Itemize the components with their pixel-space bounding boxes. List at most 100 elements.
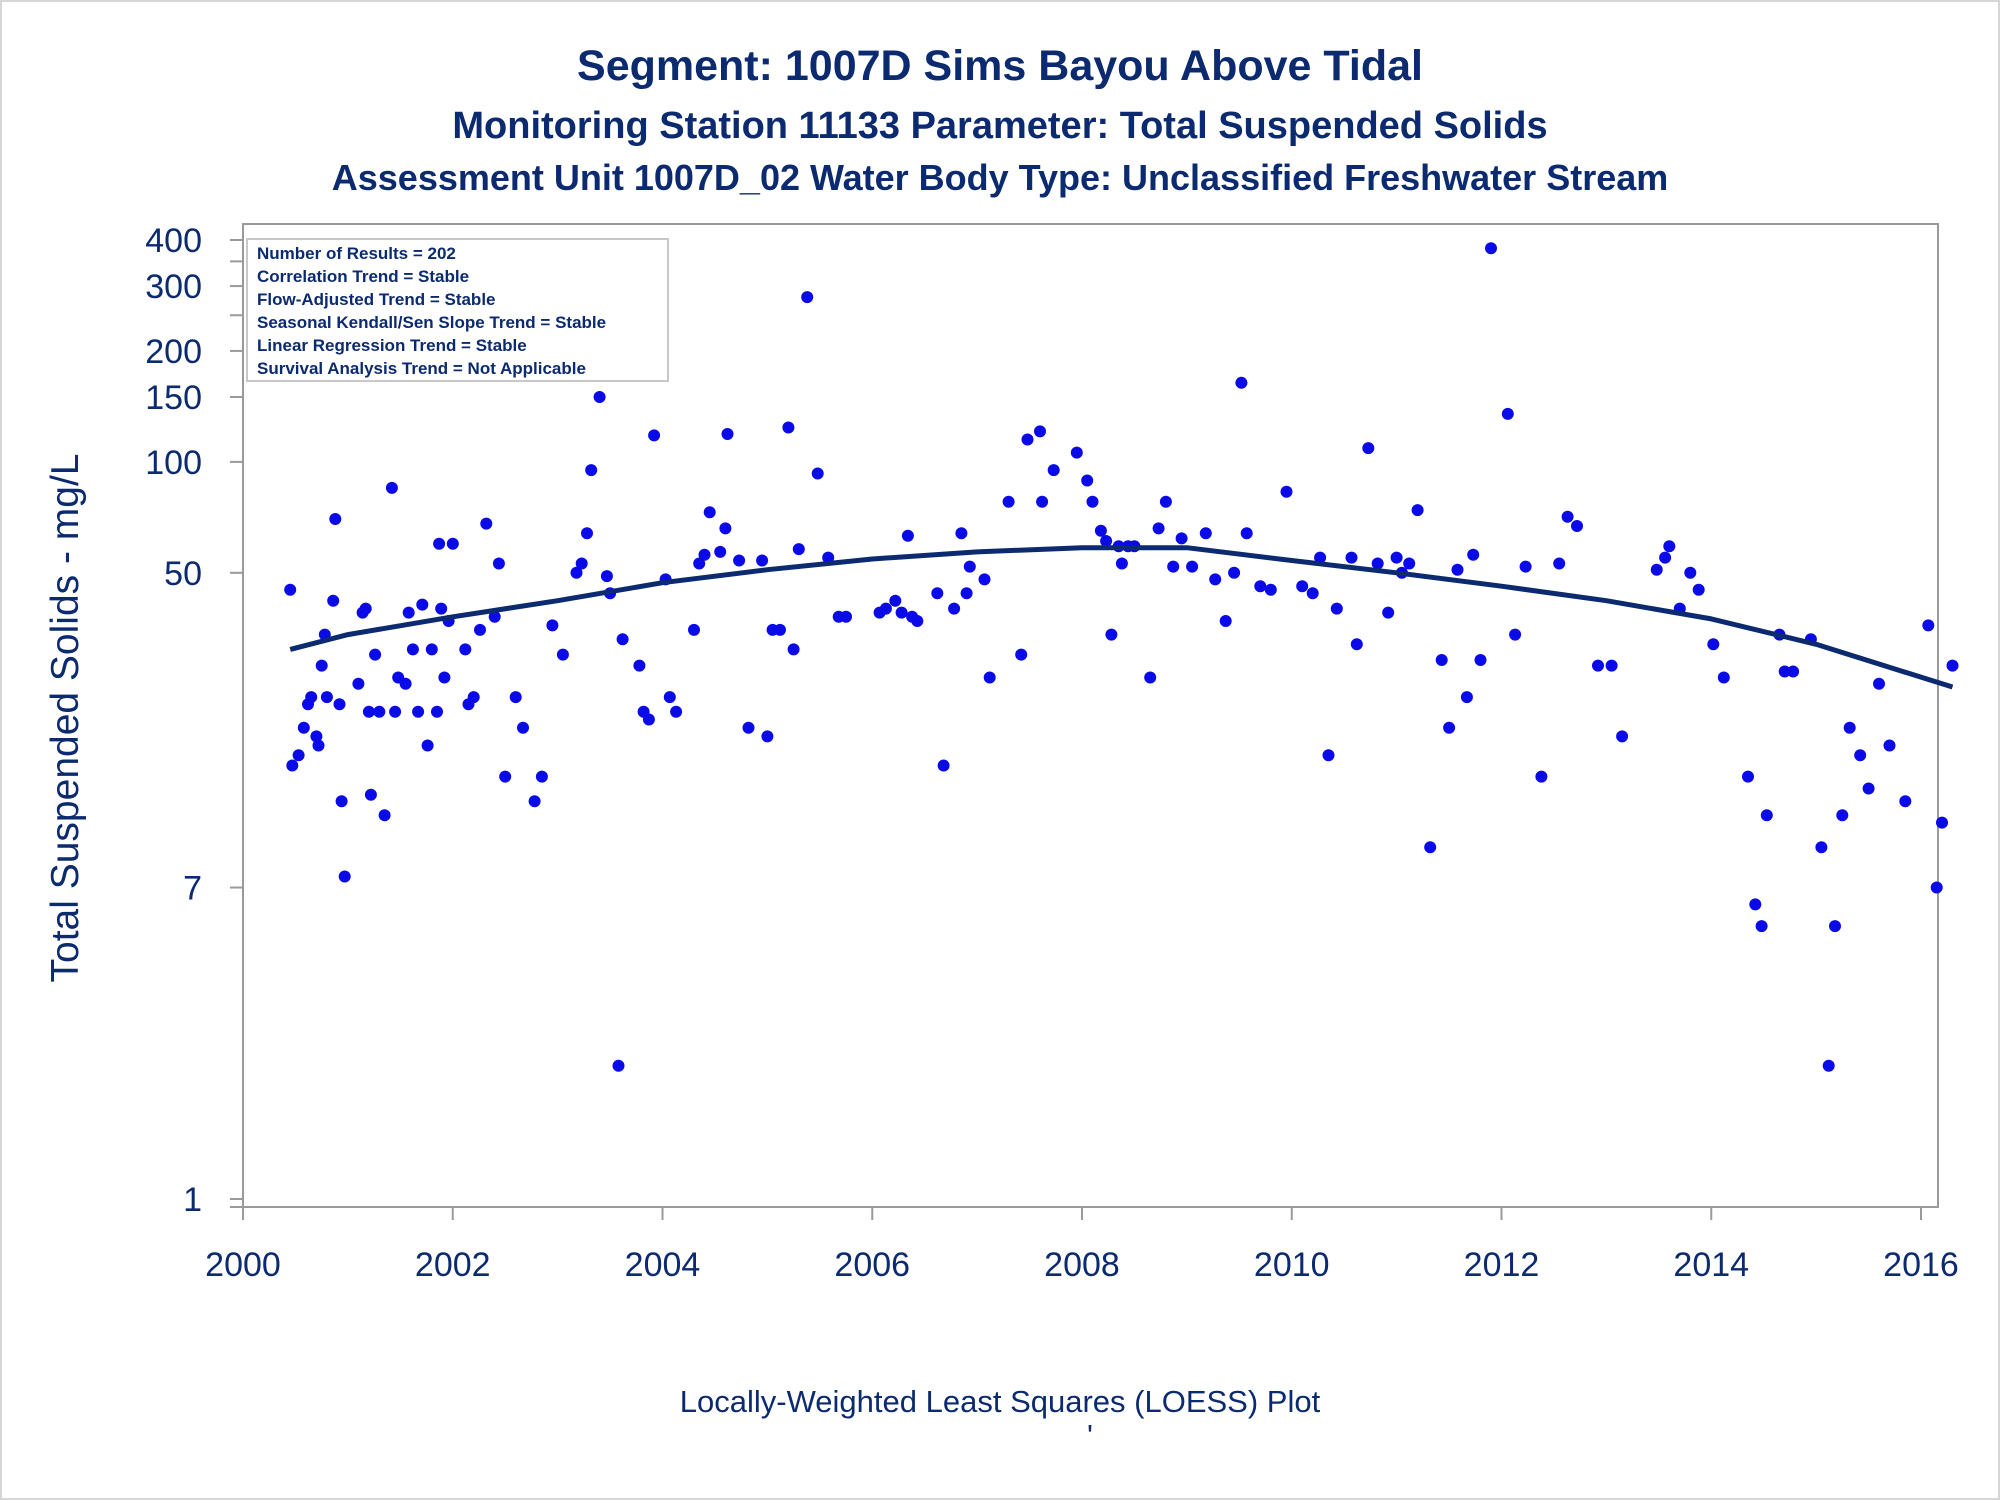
y-tick-label: 1 — [183, 1181, 202, 1219]
data-point — [1186, 560, 1199, 573]
chart-subtitle-2: Assessment Unit 1007D_02 Water Body Type… — [332, 157, 1669, 198]
data-point — [1787, 665, 1800, 678]
data-point — [1199, 527, 1212, 540]
data-point — [955, 527, 968, 540]
stat-seasonal-kendall-trend: Seasonal Kendall/Sen Slope Trend = Stabl… — [257, 313, 606, 332]
data-point — [1836, 809, 1849, 822]
data-point — [1411, 504, 1424, 517]
data-point — [1535, 770, 1548, 783]
data-point — [1862, 782, 1875, 795]
data-point — [1883, 739, 1896, 752]
y-axis-label: Total Suspended Solids - mg/L — [44, 454, 87, 983]
data-point — [352, 677, 365, 690]
data-point — [1571, 520, 1583, 532]
x-tick-label: 2008 — [1044, 1246, 1120, 1284]
stat-flow-adjusted-trend: Flow-Adjusted Trend = Stable — [257, 290, 496, 309]
data-point — [1086, 495, 1099, 508]
data-point — [1240, 527, 1253, 540]
footnote-mark: ' — [1087, 1418, 1093, 1453]
data-point — [648, 429, 661, 442]
x-tick-label: 2016 — [1883, 1246, 1959, 1284]
data-point — [1235, 376, 1248, 389]
data-point — [1873, 677, 1885, 690]
data-point — [937, 759, 950, 772]
data-point — [406, 643, 419, 656]
data-point — [633, 659, 646, 672]
data-point — [688, 623, 700, 636]
data-point — [840, 610, 852, 623]
data-point — [1760, 809, 1773, 822]
data-point — [474, 623, 486, 636]
chart-title: Segment: 1007D Sims Bayou Above Tidal — [577, 42, 1423, 90]
data-point — [297, 721, 310, 734]
data-point — [901, 529, 914, 542]
data-point — [286, 759, 299, 772]
data-point — [327, 594, 340, 607]
data-point — [1036, 495, 1049, 508]
data-point — [911, 615, 924, 627]
data-point — [1254, 580, 1267, 593]
data-point — [1175, 532, 1188, 545]
data-point — [1755, 920, 1768, 933]
data-point — [714, 545, 727, 558]
x-tick-label: 2004 — [625, 1246, 701, 1284]
data-point — [435, 602, 448, 615]
data-point — [1362, 442, 1375, 455]
data-point — [480, 517, 493, 530]
data-point — [1749, 898, 1762, 911]
data-point — [670, 705, 683, 718]
data-point — [1144, 671, 1157, 684]
data-point — [1070, 446, 1083, 459]
data-point — [963, 560, 976, 573]
data-point — [1296, 580, 1309, 593]
data-point — [1435, 654, 1448, 666]
data-point — [1778, 665, 1791, 678]
data-point — [1467, 548, 1480, 561]
stat-survival-analysis-trend: Survival Analysis Trend = Not Applicable — [257, 359, 586, 378]
data-point — [600, 570, 613, 583]
data-point — [642, 713, 655, 726]
data-point — [792, 543, 805, 556]
data-point — [1717, 671, 1730, 684]
data-point — [1424, 841, 1437, 854]
data-point — [616, 633, 629, 646]
data-point — [1742, 770, 1754, 783]
data-point — [581, 527, 593, 540]
data-point — [1219, 615, 1232, 627]
data-point — [1519, 560, 1532, 573]
chart-subtitle: Monitoring Station 11133 Parameter: Tota… — [452, 105, 1547, 147]
data-point — [1015, 648, 1028, 661]
data-point — [1616, 730, 1629, 743]
data-point — [756, 554, 769, 567]
data-point — [575, 557, 588, 570]
data-point — [499, 770, 512, 783]
data-point — [467, 691, 480, 704]
x-tick-label: 2010 — [1254, 1246, 1330, 1284]
data-point — [1264, 583, 1277, 596]
data-point — [1403, 557, 1416, 570]
data-point — [402, 606, 415, 619]
data-point — [1843, 721, 1856, 734]
x-tick-label: 2002 — [415, 1246, 491, 1284]
data-point — [1922, 619, 1935, 632]
data-point — [1034, 425, 1046, 438]
data-point — [889, 594, 902, 607]
stat-linear-regression-trend: Linear Regression Trend = Stable — [257, 336, 527, 355]
data-point — [1390, 551, 1403, 564]
data-point — [1209, 573, 1222, 586]
loess-trend-line — [289, 545, 1954, 690]
data-point — [733, 554, 746, 567]
x-tick-label: 2000 — [205, 1246, 281, 1284]
data-point — [1094, 524, 1107, 537]
data-point — [425, 643, 438, 656]
data-point — [1159, 495, 1172, 508]
data-point — [570, 566, 583, 579]
stats-inset-box: Number of Results = 202 Correlation Tren… — [246, 238, 669, 382]
data-point — [362, 705, 375, 718]
data-point — [517, 721, 529, 734]
data-point — [879, 602, 892, 615]
y-tick-label: 200 — [145, 333, 202, 371]
scatter-points — [284, 242, 1959, 1072]
data-point — [446, 537, 459, 550]
data-point — [1105, 628, 1118, 641]
